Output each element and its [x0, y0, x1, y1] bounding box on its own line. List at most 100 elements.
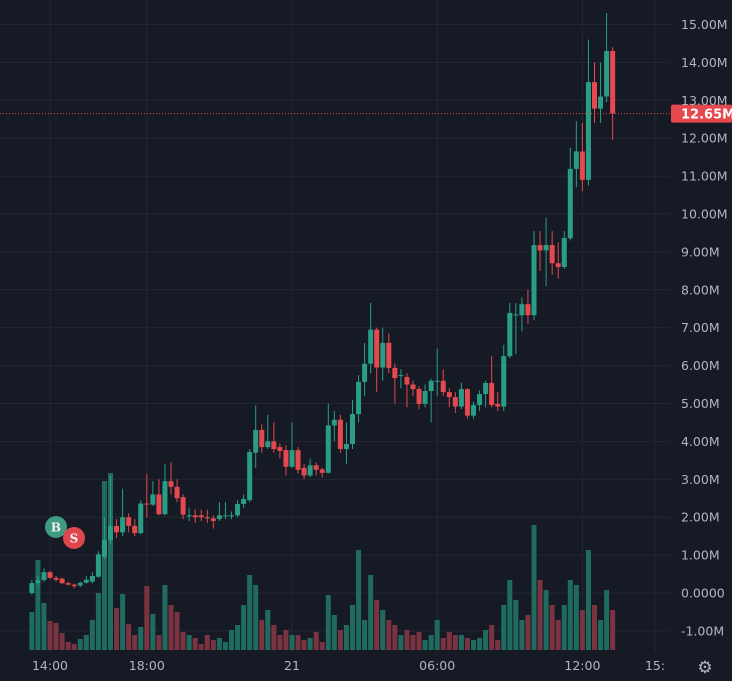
price-tick-label: 0.0000 — [681, 586, 725, 601]
volume-bar — [343, 625, 349, 650]
volume-bar — [283, 630, 289, 650]
volume-bar — [471, 640, 476, 650]
volume-bar — [265, 610, 271, 650]
volume-bar — [386, 620, 392, 650]
trade-markers[interactable]: BS — [45, 516, 85, 549]
candle-body — [156, 494, 162, 515]
volume-bar — [114, 608, 120, 650]
grid-lines — [0, 0, 670, 652]
candle-body — [356, 381, 362, 415]
candle-body — [604, 51, 610, 97]
volume-bar — [192, 638, 198, 650]
volume-bars — [29, 473, 616, 650]
volume-bar — [519, 620, 525, 650]
volume-bar — [350, 605, 355, 650]
volume-bar — [120, 594, 126, 650]
volume-bar — [422, 640, 428, 650]
candle-body — [271, 441, 277, 449]
candle-body — [35, 580, 41, 584]
volume-bar — [144, 586, 150, 650]
candle-body — [198, 515, 204, 518]
candle-body — [174, 486, 180, 499]
candle-body — [561, 237, 567, 268]
volume-bar — [368, 575, 374, 650]
volume-bar — [440, 638, 446, 650]
candle-body — [410, 384, 416, 390]
candle-body — [458, 389, 464, 407]
volume-bar — [271, 625, 277, 650]
gear-icon[interactable]: ⚙ — [697, 658, 713, 678]
candle-body — [53, 577, 59, 580]
current-price-badge — [671, 104, 732, 123]
candle-body — [29, 583, 35, 593]
volume-bar — [41, 603, 47, 650]
candle-body — [452, 397, 458, 407]
price-tick-label: 13.00M — [681, 93, 728, 108]
candle-body — [392, 367, 398, 379]
volume-bar — [53, 623, 59, 650]
candle-body — [289, 450, 295, 467]
sell-marker-circle — [63, 527, 85, 549]
volume-bar — [180, 632, 186, 650]
volume-bar — [95, 593, 101, 650]
candle-body — [416, 389, 422, 404]
candle-body — [464, 389, 470, 416]
candle-body — [398, 375, 404, 377]
volume-bar — [247, 575, 253, 650]
volume-bar — [483, 630, 489, 650]
volume-bar — [132, 635, 138, 650]
sell-marker[interactable]: S — [63, 527, 85, 549]
volume-bar — [374, 600, 380, 650]
price-axis[interactable]: 15.00M 14.00M 13.00M 12.00M 11.00M 10.00M 9.00… — [681, 17, 728, 638]
time-axis[interactable]: 14:00 18:00 21 06:00 12:00 15: — [32, 658, 665, 673]
price-tick-label: 10.00M — [681, 207, 728, 222]
candle-body — [222, 515, 228, 517]
price-tick-label: 5.00M — [681, 396, 720, 411]
candle-body — [386, 342, 392, 368]
candle-body — [95, 554, 101, 577]
buy-marker[interactable]: B — [45, 516, 67, 538]
candle-body — [41, 572, 47, 581]
candle-body — [519, 304, 525, 316]
candle-body — [380, 342, 386, 368]
price-tick-label: 3.00M — [681, 472, 720, 487]
volume-bar — [174, 612, 180, 650]
buy-marker-label: B — [51, 521, 61, 535]
volume-bar — [138, 627, 144, 650]
price-tick-label: 8.00M — [681, 282, 720, 297]
candle-body — [579, 151, 585, 180]
volume-bar — [356, 550, 362, 650]
price-tick-label: 15.00M — [681, 17, 728, 32]
candle-body — [483, 383, 489, 395]
candle-body — [549, 245, 555, 264]
volume-bar — [464, 638, 470, 650]
candle-body — [186, 515, 192, 517]
volume-bar — [416, 632, 422, 650]
volume-bar — [567, 580, 573, 650]
candle-body — [319, 469, 325, 473]
volume-bar — [259, 620, 265, 650]
price-tick-label: 1.00M — [681, 548, 720, 563]
candle-body — [120, 517, 126, 533]
volume-bar — [428, 635, 434, 650]
volume-bar — [108, 473, 113, 650]
volume-bar — [150, 614, 156, 650]
volume-bar — [380, 610, 386, 650]
candle-body — [495, 403, 501, 407]
volume-bar — [241, 605, 247, 650]
volume-bar — [525, 615, 531, 650]
volume-bar — [307, 638, 313, 650]
candle-body — [168, 481, 174, 487]
volume-bar — [289, 635, 295, 650]
volume-bar — [561, 605, 567, 650]
volume-bar — [253, 585, 259, 650]
candle-body — [101, 539, 107, 557]
volume-bar — [71, 644, 77, 650]
volume-bar — [29, 612, 35, 650]
time-tick-label: 14:00 — [32, 658, 68, 673]
candle-body — [531, 245, 537, 316]
candle-body — [440, 380, 446, 393]
volume-bar — [331, 615, 337, 650]
volume-bar — [585, 550, 591, 650]
